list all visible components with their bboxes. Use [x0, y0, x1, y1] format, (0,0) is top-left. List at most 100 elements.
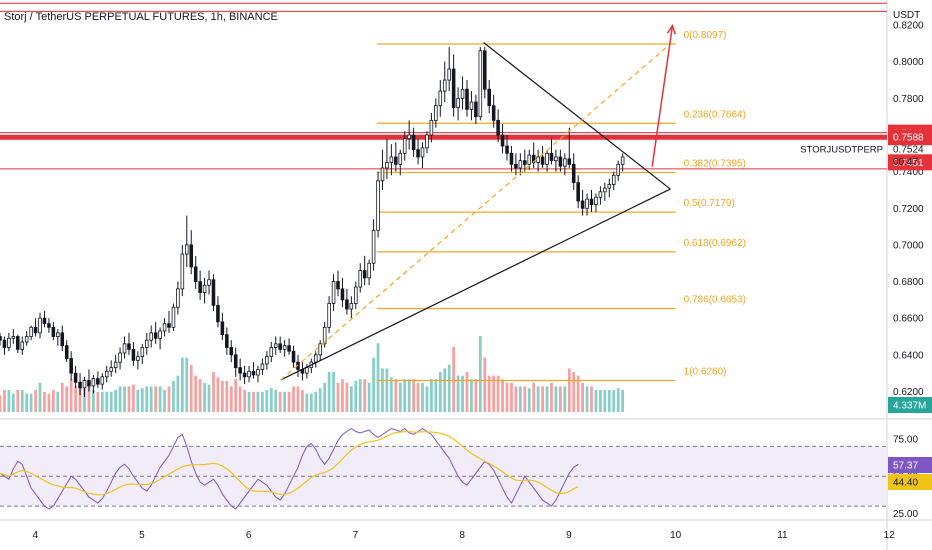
candle-body: [131, 348, 136, 361]
candle-body: [56, 332, 60, 337]
price-badge: [888, 154, 932, 171]
symbol-label: STORJUSDTPERP: [800, 144, 883, 155]
candle-body: [474, 101, 478, 118]
volume-bar: [492, 375, 496, 412]
candle-body: [345, 299, 349, 310]
candle-body: [456, 97, 460, 108]
volume-bar: [483, 357, 487, 412]
candle-body: [327, 303, 331, 328]
volume-bar: [216, 377, 220, 412]
candle-body: [16, 336, 20, 350]
volume-bar: [287, 391, 291, 412]
rsi-tick-label: 75.00: [893, 434, 918, 445]
rsi-band: [0, 445, 887, 507]
candle-body: [220, 321, 225, 336]
candle-body: [536, 156, 540, 163]
candle-body: [340, 288, 345, 301]
candle-body: [402, 138, 407, 154]
volume-bar: [87, 386, 91, 412]
fib-level-label: 1(0.6260): [684, 366, 727, 377]
volume-bar: [38, 382, 42, 412]
volume-bar: [567, 368, 571, 412]
volume-bar: [123, 386, 126, 412]
candle-body: [140, 347, 145, 358]
candle-body: [144, 339, 149, 348]
candle-body: [367, 262, 371, 279]
price-axis[interactable]: USDT0.82000.80000.78000.76000.74000.7200…: [800, 10, 932, 520]
candle-body: [322, 326, 327, 345]
price-tick-label: 0.6200: [893, 387, 924, 398]
candle-body: [331, 281, 336, 304]
volume-bar: [154, 386, 158, 412]
volume-bar: [11, 393, 15, 412]
candle-body: [425, 134, 429, 149]
price-badge: [888, 129, 932, 146]
candle-body: [509, 152, 514, 165]
chart-title: Storj / TetherUS PERPETUAL FUTURES, 1h, …: [4, 11, 278, 23]
time-tick-label: 9: [566, 530, 572, 541]
horizontal-lines[interactable]: [0, 2, 887, 170]
candle-body: [438, 90, 443, 107]
candle-body: [2, 339, 7, 348]
volume-bar: [478, 336, 482, 412]
candle-body: [69, 358, 73, 374]
volume-bar: [194, 375, 198, 412]
volume-bar: [136, 390, 140, 412]
volume-bar: [318, 388, 322, 412]
candle-body: [20, 341, 25, 350]
volume-bar: [505, 382, 509, 412]
volume-bar: [301, 390, 304, 412]
candle-body: [447, 68, 451, 81]
candle-body: [598, 191, 603, 198]
volume-bar: [327, 372, 331, 412]
volume-bar: [487, 375, 491, 412]
candle-body: [0, 336, 2, 341]
currency-label: USDT: [893, 10, 920, 21]
volume-bar: [283, 391, 287, 412]
candles: [0, 47, 625, 397]
candle-body: [82, 380, 87, 389]
candle-body: [554, 156, 558, 162]
volume-bar: [265, 390, 269, 412]
volume-bar: [34, 390, 37, 412]
rsi-ma-badge: [888, 474, 932, 490]
drawings[interactable]: [280, 23, 676, 381]
volume-bar: [367, 382, 371, 412]
time-axis[interactable]: 4 5 6 7 8 9 10 11 12: [32, 530, 895, 541]
volume-bar: [616, 388, 620, 412]
arrow-head: [666, 23, 676, 35]
time-tick-label: 11: [777, 530, 788, 541]
candle-body: [247, 370, 251, 378]
candle-body: [269, 347, 274, 358]
candle-body: [91, 378, 96, 387]
volume-bar: [198, 379, 202, 412]
candle-body: [149, 332, 153, 341]
volume-bar: [452, 346, 456, 412]
volume-bar: [363, 379, 367, 412]
candle-body: [180, 253, 185, 290]
volume-bar: [127, 386, 131, 412]
candle-body: [385, 162, 389, 169]
candle-body: [265, 356, 269, 365]
fib-level-label: 0.382(0.7395): [684, 159, 746, 170]
triangle-upper-line: [483, 42, 671, 190]
volume-bars: [0, 336, 625, 412]
volume-bar: [603, 390, 607, 412]
candle-body: [11, 336, 16, 339]
candle-body: [589, 198, 594, 206]
candle-body: [73, 372, 78, 383]
candle-body: [460, 88, 465, 99]
countdown-label: 00:47: [893, 157, 918, 168]
volume-badge-label: 4.337M: [893, 401, 926, 412]
candle-body: [233, 354, 238, 369]
volume-bar: [447, 364, 451, 412]
candle-body: [411, 134, 416, 151]
volume-bar: [109, 391, 113, 412]
volume-bar: [140, 388, 144, 412]
candle-body: [47, 323, 51, 328]
price-badge-label: 0.7588: [893, 133, 924, 144]
fibonacci-retracement[interactable]: 0(0.8097) 0.236(0.7664) 0.382(0.7395) 0.5(0…: [376, 30, 746, 382]
volume-bar: [167, 386, 171, 412]
rsi-tick-label: 25.00: [893, 509, 918, 520]
